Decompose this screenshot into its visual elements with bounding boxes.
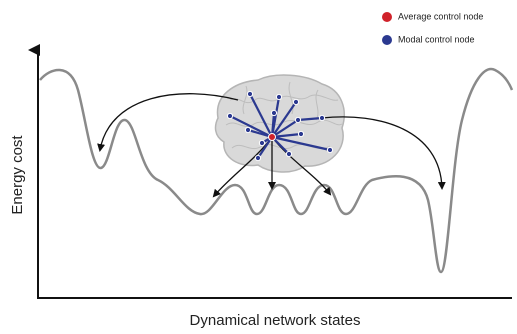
diagram: Average control node Modal control node …: [0, 0, 517, 334]
legend-marker-modal: [382, 35, 392, 45]
x-axis-label: Dynamical network states: [190, 312, 361, 329]
legend-label: Average control node: [398, 11, 483, 21]
legend-label: Modal control node: [398, 34, 475, 44]
y-axis-label: Energy cost: [9, 135, 26, 215]
average-node: [269, 134, 276, 141]
legend-marker-average: [382, 12, 392, 22]
